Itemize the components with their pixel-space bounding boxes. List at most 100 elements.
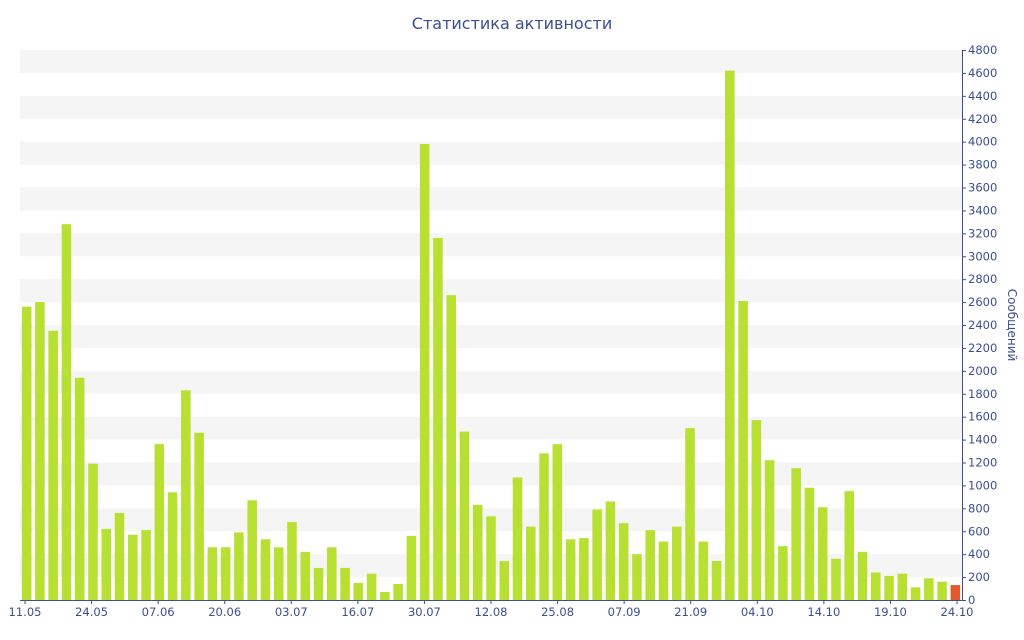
x-tick-label: 25.08 [541,605,574,619]
bar-current [950,585,961,600]
bar [831,558,841,600]
y-tick-label: 1000 [968,478,997,492]
bar [247,500,257,600]
bar [340,567,350,600]
y-tick-label: 3000 [968,249,997,263]
y-tick-label: 4000 [968,135,997,149]
y-tick-label: 1800 [968,387,997,401]
x-tick-label: 24.10 [941,605,974,619]
bar [393,583,403,600]
bar [645,530,655,600]
x-tick-label: 04.10 [741,605,774,619]
bar [658,541,669,600]
x-tick-label: 21.09 [674,605,707,619]
bar [565,539,576,600]
bar [844,491,854,600]
chart-title: Статистика активности [411,14,613,33]
y-tick-label: 1200 [968,456,997,470]
bar [857,551,868,601]
y-tick-label: 2400 [968,318,997,332]
bar [924,578,934,600]
bar [48,330,58,600]
y-tick-label: 600 [968,524,990,538]
bar [526,526,536,600]
bar [499,561,510,600]
bar [234,532,244,600]
x-tick-label: 24.05 [75,605,108,619]
bar [486,516,496,600]
y-tick-label: 4600 [968,66,997,80]
bar [592,509,602,600]
bar [419,143,430,600]
y-tick-label: 4400 [968,89,997,103]
bar [632,554,642,600]
bar [366,573,377,600]
grid-band [20,187,962,211]
bar [937,581,947,600]
x-tick-label: 14.10 [807,605,840,619]
y-tick-label: 1600 [968,410,997,424]
bar [273,547,284,600]
bar [446,295,456,600]
bar [698,541,709,600]
bar [114,512,125,600]
y-tick-label: 0 [968,593,975,607]
grid-band [20,141,962,165]
y-tick-label: 800 [968,501,990,515]
bar [539,453,549,600]
x-tick-label: 11.05 [9,605,42,619]
bars-layer [21,70,961,601]
bar [353,582,364,600]
grid-band [20,325,962,348]
grid-band [20,233,962,257]
bar [300,551,311,601]
bar [74,377,85,600]
grid-band [20,416,962,440]
x-axis-ticks: 11.05 24.05 07.06 20.06 03.07 16.07 30.07 12.08… [9,600,974,619]
y-tick-label: 4200 [968,112,997,126]
bar [61,224,72,601]
bar [380,591,390,600]
bar [910,587,921,600]
x-tick-label: 07.09 [608,605,641,619]
bar [738,300,748,600]
bar [751,420,762,600]
bar [711,561,722,600]
bar [579,538,589,601]
bar [88,463,98,600]
bar [804,487,815,600]
bar [552,444,563,600]
y-tick-label: 2000 [968,364,997,378]
x-tick-label: 16.07 [341,605,374,619]
y-tick-label: 400 [968,547,990,561]
bar [472,504,483,600]
bar [181,390,191,600]
y-tick-label: 200 [968,570,990,584]
x-tick-label: 12.08 [475,605,508,619]
bar [141,530,151,600]
bar [207,547,218,600]
y-tick-label: 3400 [968,203,997,217]
bar [671,526,682,600]
bar [764,460,775,600]
x-tick-label: 03.07 [275,605,308,619]
y-axis-ticks: 0 200 400 600 800 1000 1200 1400 1600 1800 2000 220… [962,43,997,607]
y-tick-label: 2800 [968,272,997,286]
y-tick-label: 1400 [968,433,997,447]
bar [791,468,801,600]
bar [778,546,788,600]
bar [128,534,138,600]
bar [406,535,417,600]
grid-band [20,50,962,73]
bar [167,492,178,600]
y-tick-label: 3600 [968,181,997,195]
bar [817,507,828,600]
y-tick-label: 3800 [968,158,997,172]
y-tick-label: 2200 [968,341,997,355]
bar [725,70,735,601]
bar [884,575,894,600]
bar [512,477,523,600]
bar [433,237,443,601]
y-tick-label: 2600 [968,295,997,309]
